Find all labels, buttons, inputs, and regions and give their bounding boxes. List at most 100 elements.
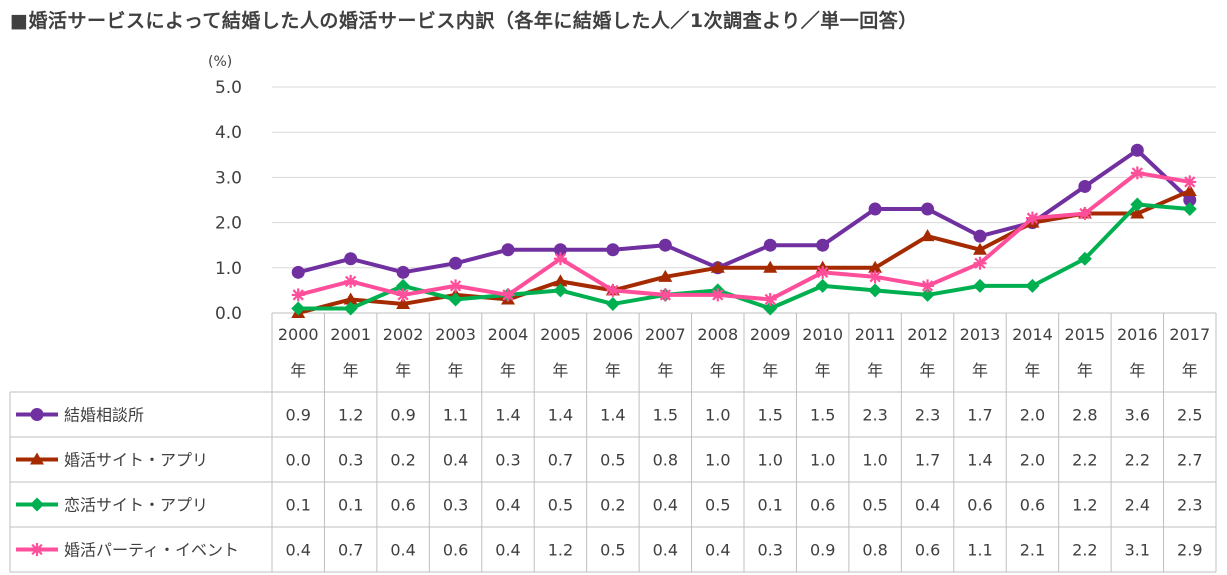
data-table-cell: 0.6 <box>390 496 415 515</box>
series-4-point <box>449 279 463 293</box>
series-3-point <box>1130 197 1145 212</box>
series-3-point <box>920 287 935 302</box>
x-tick-label: 2011 <box>855 325 896 344</box>
x-tick-label: 2009 <box>750 325 791 344</box>
data-table-cell: 1.0 <box>757 451 782 470</box>
data-table-cell: 0.5 <box>862 496 887 515</box>
series-4-point <box>606 283 620 297</box>
series-4-point <box>344 274 358 288</box>
series-2-point <box>710 260 725 273</box>
data-table-cell: 0.6 <box>810 496 835 515</box>
data-table-cell: 0.4 <box>390 541 415 560</box>
data-table-cell: 2.9 <box>1177 541 1202 560</box>
data-table-cell: 0.3 <box>495 451 520 470</box>
series-3-point <box>763 301 778 316</box>
series-2-point <box>973 242 987 255</box>
data-table-cell: 0.1 <box>285 496 310 515</box>
series-4-point <box>763 292 777 306</box>
x-tick-label: 2004 <box>488 325 529 344</box>
x-tick-suffix: 年 <box>343 361 359 380</box>
x-tick-label: 2005 <box>540 325 581 344</box>
data-table-cell: 1.7 <box>967 406 992 425</box>
series-1-legend-marker <box>30 408 44 421</box>
series-2-point <box>763 260 778 273</box>
series-3-point <box>605 296 620 311</box>
data-table-cell: 2.0 <box>1020 451 1045 470</box>
data-table-cell: 1.4 <box>600 406 625 425</box>
data-table-cell: 0.7 <box>338 541 363 560</box>
data-table-cell: 0.9 <box>285 406 310 425</box>
x-tick-label: 2012 <box>907 325 948 344</box>
data-table-cell: 0.8 <box>862 541 887 560</box>
series-1-point <box>921 202 935 216</box>
data-table-cell: 1.2 <box>548 541 573 560</box>
series-2-point <box>868 260 883 273</box>
x-tick-label: 2007 <box>645 325 686 344</box>
y-tick-label: 4.0 <box>215 123 242 143</box>
data-table-cell: 0.4 <box>653 496 678 515</box>
data-table-cell: 0.1 <box>757 496 782 515</box>
series-4-point <box>1130 166 1144 180</box>
series-1-point <box>396 265 410 279</box>
series-3-legend-label: 恋活サイト・アプリ <box>64 496 208 515</box>
series-4-point <box>711 288 725 302</box>
chart-title: ■婚活サービスによって結婚した人の婚活サービス内訳（各年に結婚した人／1次調査よ… <box>10 10 918 32</box>
x-tick-label: 2002 <box>383 325 424 344</box>
data-table-cell: 2.3 <box>1177 496 1202 515</box>
series-4-legend-label: 婚活パーティ・イベント <box>64 541 239 560</box>
series-4-point <box>658 288 672 302</box>
data-table-cell: 2.1 <box>1020 541 1045 560</box>
x-tick-suffix: 年 <box>500 361 516 380</box>
data-table-cell: 0.3 <box>443 496 468 515</box>
series-2-legend-marker <box>30 452 44 465</box>
x-tick-suffix: 年 <box>815 361 831 380</box>
data-table-cell: 0.5 <box>600 541 625 560</box>
data-table-cell: 0.4 <box>705 541 730 560</box>
data-table-cell: 0.5 <box>705 496 730 515</box>
series-1-point <box>1078 179 1092 193</box>
data-table-cell: 0.9 <box>810 541 835 560</box>
series-3-point <box>553 283 568 298</box>
data-table-cell: 2.4 <box>1125 496 1150 515</box>
data-table-cell: 1.4 <box>967 451 992 470</box>
series-4-point <box>973 256 987 270</box>
series-1-point <box>1130 143 1144 157</box>
data-table-cell: 2.7 <box>1177 451 1202 470</box>
series-3-point <box>1025 278 1040 293</box>
series-4-point <box>1078 207 1092 221</box>
x-tick-label: 2015 <box>1065 325 1106 344</box>
series-2-point <box>1182 183 1197 196</box>
data-table-cell: 0.1 <box>338 496 363 515</box>
y-tick-label: 3.0 <box>215 168 242 188</box>
data-table-cell: 3.6 <box>1125 406 1150 425</box>
series-4-legend-marker <box>30 543 44 556</box>
x-tick-suffix: 年 <box>710 361 726 380</box>
series-3-point <box>1077 251 1092 266</box>
series-1-legend-label: 結婚相談所 <box>64 406 144 425</box>
x-tick-label: 2017 <box>1169 325 1210 344</box>
x-tick-suffix: 年 <box>762 361 778 380</box>
data-table-cell: 0.4 <box>915 496 940 515</box>
data-table-cell: 1.1 <box>967 541 992 560</box>
data-table-cell: 0.4 <box>653 541 678 560</box>
data-table-cell: 0.6 <box>967 496 992 515</box>
data-table-cell: 0.3 <box>338 451 363 470</box>
x-tick-suffix: 年 <box>605 361 621 380</box>
x-tick-suffix: 年 <box>867 361 883 380</box>
data-table-cell: 2.2 <box>1072 451 1097 470</box>
series-1-point <box>1183 193 1197 207</box>
series-1-point <box>344 252 358 266</box>
series-3-point <box>868 283 883 298</box>
series-2-point <box>553 274 568 287</box>
data-table-cell: 1.5 <box>810 406 835 425</box>
x-tick-label: 2014 <box>1012 325 1053 344</box>
series-2-legend-label: 婚活サイト・アプリ <box>64 451 208 470</box>
x-tick-suffix: 年 <box>290 361 306 380</box>
series-3-point <box>973 278 987 293</box>
data-table-cell: 1.1 <box>443 406 468 425</box>
series-3-point <box>343 301 358 316</box>
series-2-point <box>396 296 411 309</box>
series-1-point <box>973 229 987 243</box>
x-tick-label: 2006 <box>593 325 634 344</box>
